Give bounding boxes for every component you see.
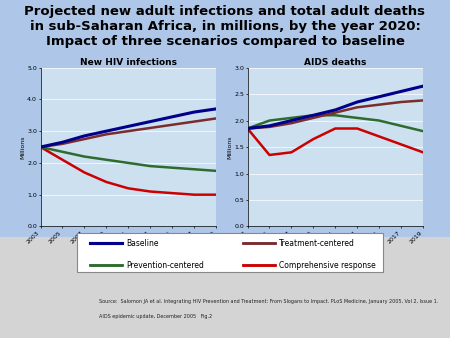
Text: Treatment-centered: Treatment-centered (279, 239, 355, 248)
X-axis label: Year: Year (327, 246, 343, 255)
Text: Comprehensive response: Comprehensive response (279, 261, 376, 270)
Title: New HIV infections: New HIV infections (80, 58, 177, 67)
Text: Prevention-centered: Prevention-centered (126, 261, 204, 270)
Y-axis label: Millions: Millions (21, 135, 26, 159)
Text: Source:  Salomon JA et al. Integrating HIV Prevention and Treatment: From Slogan: Source: Salomon JA et al. Integrating HI… (99, 299, 438, 304)
Text: Treatment-centered: Treatment-centered (279, 239, 355, 248)
Text: Baseline: Baseline (126, 239, 158, 248)
Title: AIDS deaths: AIDS deaths (304, 58, 366, 67)
Y-axis label: Millions: Millions (228, 135, 233, 159)
Text: Projected new adult infections and total adult deaths
in sub-Saharan Africa, in : Projected new adult infections and total… (24, 5, 426, 48)
Text: Prevention-centered: Prevention-centered (126, 261, 204, 270)
Text: Baseline: Baseline (126, 239, 158, 248)
Text: AIDS epidemic update, December 2005   Fig.2: AIDS epidemic update, December 2005 Fig.… (99, 314, 212, 319)
Text: Comprehensive response: Comprehensive response (279, 261, 376, 270)
X-axis label: Year: Year (120, 246, 136, 255)
